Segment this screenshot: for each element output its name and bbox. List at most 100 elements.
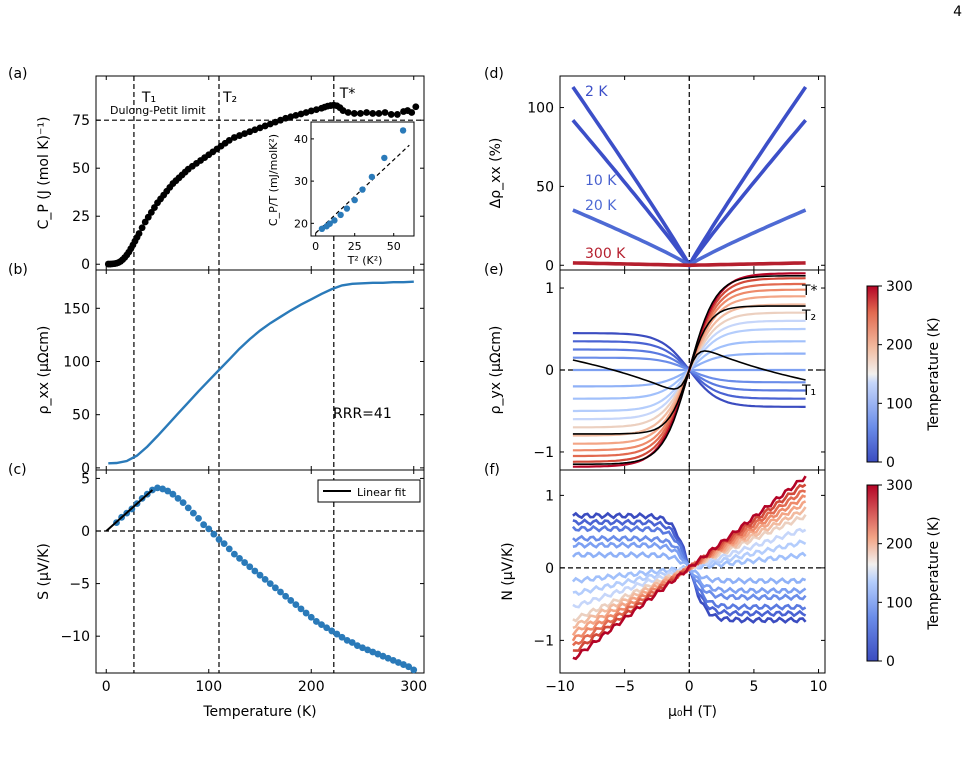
x-tick-label-f: 10 <box>810 679 828 695</box>
data-point-a <box>277 116 284 124</box>
data-point-a <box>344 109 352 116</box>
inset-y-tick-label: 30 <box>294 175 308 188</box>
annotation-e-Tstar: T* <box>801 283 818 299</box>
panel-label-f: (f) <box>484 462 500 478</box>
data-point-a <box>302 109 310 116</box>
data-point-c <box>348 639 356 646</box>
data-point-c <box>220 540 228 548</box>
x-tick-label-f: 0 <box>685 679 694 695</box>
data-point-c <box>215 536 223 543</box>
annotation-Tstar: T* <box>339 86 356 102</box>
annotation-T1: T₁ <box>141 90 156 106</box>
y-tick-label-e: 1 <box>545 281 554 297</box>
data-point-a <box>135 230 143 237</box>
plot-frame-b <box>95 269 425 471</box>
inset-data-point <box>381 154 388 162</box>
data-point-a <box>350 110 358 117</box>
panel-b: (b) 0 50 100 150 ρ_xx (μΩcm) RRR=41 <box>8 262 425 477</box>
y-tick-label-d: 0 <box>545 258 554 274</box>
inset-data-point <box>343 205 351 212</box>
data-point-a <box>236 132 243 139</box>
data-point-a <box>241 130 249 138</box>
data-point-c <box>379 652 387 660</box>
data-point-c <box>287 597 295 604</box>
data-point-c <box>353 642 361 650</box>
inset-x-label: T² (K²) <box>347 254 383 267</box>
x-tick-label-c: 200 <box>298 679 325 695</box>
panel-label-d: (d) <box>484 66 504 82</box>
colorbar-tick-label-e: 0 <box>886 455 895 471</box>
y-tick-label-a: 25 <box>72 209 90 225</box>
data-point-a <box>287 113 295 121</box>
inset-x-tick-label: 50 <box>387 240 401 253</box>
y-tick-label-c: 0 <box>81 524 90 540</box>
data-point-c <box>333 630 341 638</box>
data-point-a <box>246 128 254 136</box>
data-point-c <box>154 484 161 492</box>
data-point-a <box>271 118 279 126</box>
data-point-a <box>307 107 315 115</box>
data-point-c <box>384 654 392 662</box>
inset-y-tick-label: 20 <box>294 217 308 230</box>
colorbar-tick-label-e: 200 <box>886 338 913 354</box>
legend-box <box>317 479 421 503</box>
black-curve-e <box>572 350 806 390</box>
panel-label-e: (e) <box>484 262 504 278</box>
y-axis-label-e: ρ_yx (μΩcm) <box>488 326 504 415</box>
y-tick-label-b: 100 <box>63 354 90 370</box>
series-label-d: 10 K <box>585 173 617 189</box>
data-point-a <box>297 110 305 118</box>
colorbar-tick-label-e: 300 <box>886 279 913 295</box>
x-tick-label-c: 0 <box>102 679 111 695</box>
data-point-c <box>200 521 208 529</box>
inset-data-point <box>399 127 407 134</box>
data-point-c <box>364 646 372 654</box>
x-tick-label-f: 5 <box>749 679 758 695</box>
panel-f: (f)−101−10 −5 0 5 10N (μV/K)μ₀H (T)010020030… <box>484 462 942 720</box>
data-point-c <box>323 624 331 632</box>
data-point-a <box>387 111 395 118</box>
data-point-c <box>282 592 290 600</box>
colorbar-f <box>866 484 879 662</box>
y-tick-label-c: −10 <box>60 629 90 645</box>
data-point-a <box>393 111 401 118</box>
data-point-a <box>292 111 300 119</box>
data-point-a <box>225 136 233 144</box>
data-point-a <box>408 109 416 116</box>
inset-data-point <box>318 225 326 233</box>
x-tick-label-f: −10 <box>545 679 575 695</box>
data-point-c <box>277 588 284 596</box>
data-point-a <box>381 109 389 116</box>
colorbar-tick-label-f: 0 <box>886 654 895 670</box>
colorbar-tick-label-e: 100 <box>886 396 913 412</box>
panel-d: (d) 0 50 100 Δρ_xx (%) 2 K 10 K 20 K 300 K <box>484 66 826 274</box>
data-point-c <box>307 613 315 621</box>
inset-data-point <box>331 217 338 224</box>
data-point-c <box>369 648 377 656</box>
data-point-c <box>261 575 269 583</box>
data-point-c <box>374 650 382 658</box>
data-point-c <box>174 494 182 502</box>
inset-y-label: C_P/T (mJ/molK²) <box>267 134 280 226</box>
inset-x-tick-label: 25 <box>348 240 362 253</box>
data-point-a <box>282 114 290 122</box>
data-point-c <box>169 490 177 498</box>
data-point-c <box>184 504 192 512</box>
data-point-c <box>405 663 413 671</box>
inset-data-point <box>337 211 344 219</box>
annotation-rrr: RRR=41 <box>333 406 392 422</box>
data-point-c <box>195 514 202 522</box>
y-tick-label-a: 75 <box>72 113 90 129</box>
panel-label-c: (c) <box>8 462 27 478</box>
data-point-c <box>246 563 254 571</box>
data-point-c <box>179 499 187 507</box>
x-axis-label-c: Temperature (K) <box>202 704 316 720</box>
data-point-c <box>251 567 259 575</box>
y-axis-label-d: Δρ_xx (%) <box>488 138 504 209</box>
data-point-c <box>410 666 418 674</box>
linear-fit-line <box>105 489 154 532</box>
colorbar-e <box>866 285 879 463</box>
data-point-a <box>256 124 264 132</box>
